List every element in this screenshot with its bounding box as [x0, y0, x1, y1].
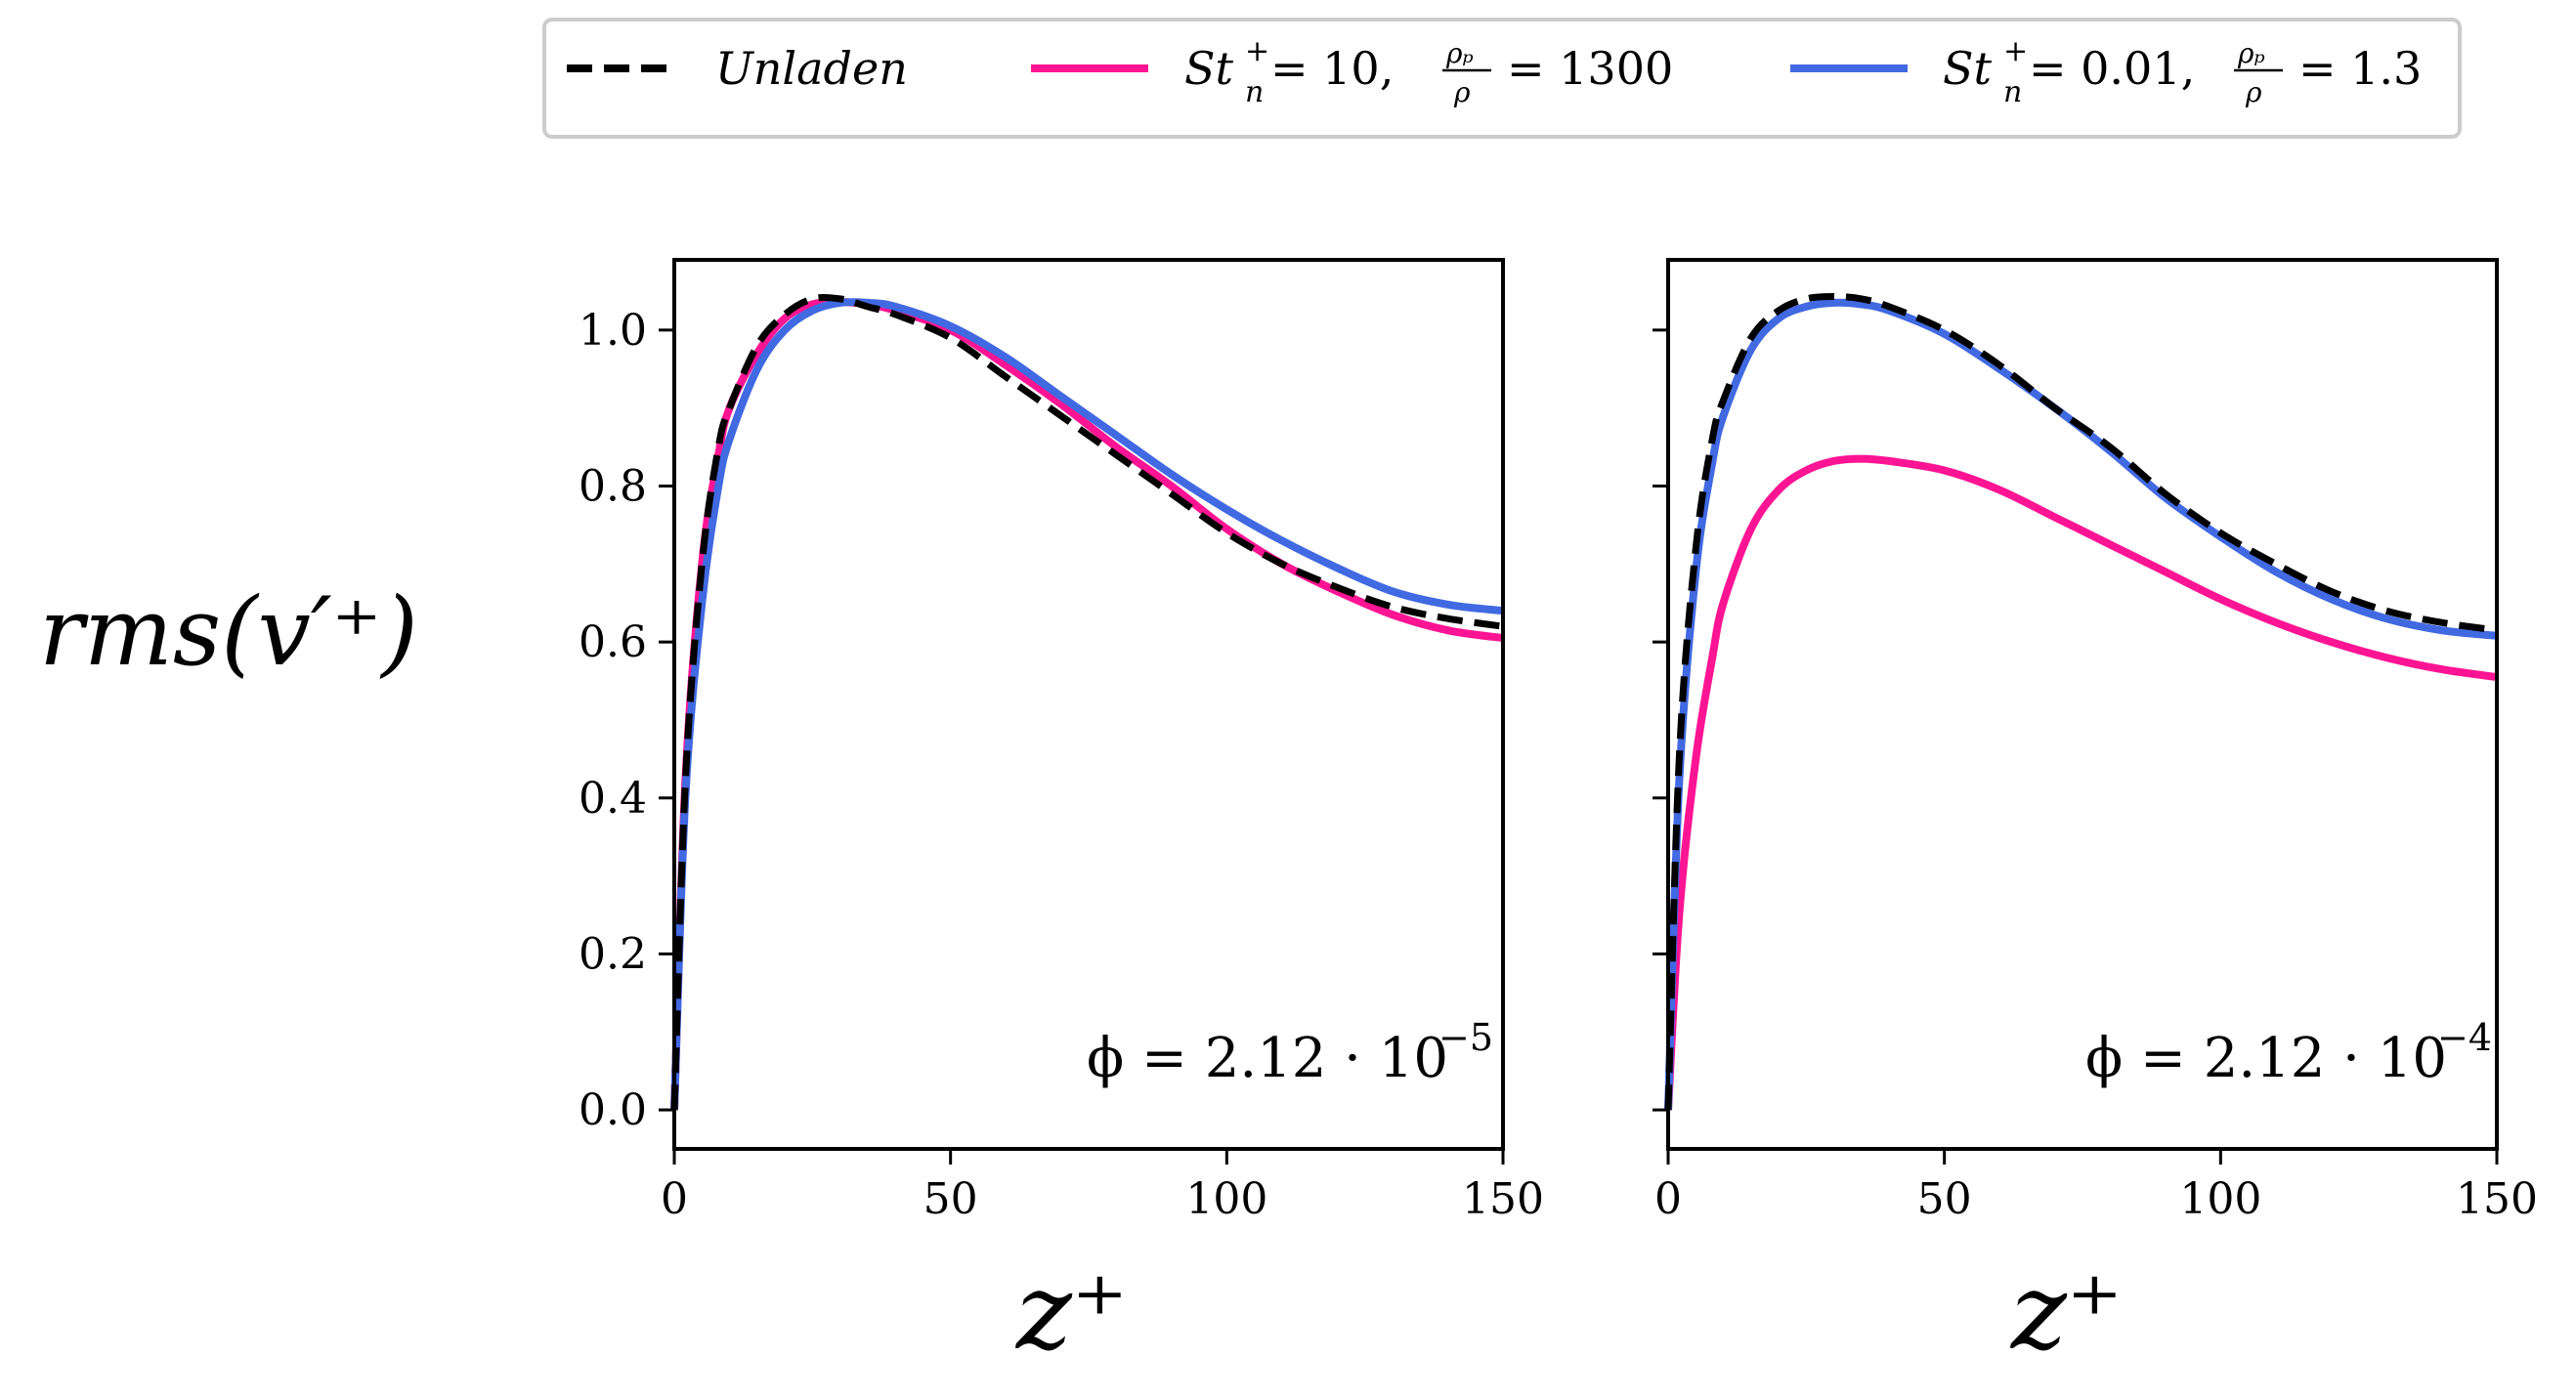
- y-tick-label-left-4: 0.8: [579, 461, 647, 511]
- legend-label-unladen: Unladen: [715, 42, 908, 95]
- series-line-light-left: [670, 298, 1504, 1111]
- legend-frame: [542, 18, 2462, 139]
- legend-light-frac-num: ρₚ: [2237, 37, 2265, 69]
- legend-heavy-eq1: = 10,: [1270, 42, 1394, 95]
- x-tick-label-left-0: 0: [661, 1174, 688, 1224]
- x-tick-label-left-2: 100: [1185, 1174, 1267, 1224]
- panel-left-x-axis-label: z⁺: [1014, 1251, 1128, 1374]
- panel-right-ticks: 0 50 100 150: [1653, 328, 2538, 1224]
- panel-right: 0 50 100 150 ϕ = 2.12 · 10 −4 z⁺: [1653, 258, 2538, 1374]
- legend-heavy-eq2: = 1300: [1507, 42, 1673, 95]
- legend-heavy-st: St: [1184, 42, 1234, 95]
- legend-light-eq2: = 1.3: [2298, 42, 2422, 95]
- legend-label-light: St + n = 0.01, ρₚ ρ = 1.3: [1943, 34, 2422, 109]
- legend-heavy-frac-num: ρₚ: [1445, 37, 1474, 69]
- y-tick-label-left-2: 0.4: [579, 774, 647, 824]
- panel-left-ticks: 0.0 0.2 0.4 0.6 0.8 1.0 0 50 100 150: [579, 306, 1544, 1224]
- panel-right-x-axis-label: z⁺: [2009, 1251, 2123, 1374]
- panel-left-annotation: ϕ = 2.12 · 10 −5: [1087, 1016, 1493, 1090]
- panel-right-annotation-exp: −4: [2437, 1016, 2492, 1059]
- series-line-light-right: [1664, 298, 2498, 1111]
- legend-heavy-frac-den: ρ: [1453, 76, 1471, 108]
- legend-heavy-sup: +: [1245, 34, 1269, 68]
- legend-light-frac-den: ρ: [2245, 76, 2262, 108]
- y-tick-label-left-1: 0.2: [579, 929, 647, 979]
- panel-right-frame: [1666, 258, 2499, 1151]
- panel-right-series: [1664, 293, 2498, 1111]
- series-line-heavy-right: [1664, 454, 2498, 1111]
- y-axis-label: rms(v′⁺): [39, 577, 418, 687]
- panel-left: 0.0 0.2 0.4 0.6 0.8 1.0 0 50 100 150 ϕ = 2.12 · 1…: [579, 258, 1544, 1374]
- legend-heavy-sub: n: [1245, 75, 1264, 109]
- x-tick-label-right-2: 100: [2179, 1174, 2261, 1224]
- panel-left-frame: [672, 258, 1505, 1151]
- y-tick-label-left-0: 0.0: [579, 1085, 647, 1135]
- legend: Unladen St + n = 10, ρₚ ρ = 1300 St + n …: [542, 18, 2462, 139]
- legend-light-sup: +: [2003, 34, 2028, 68]
- x-tick-label-left-1: 50: [923, 1174, 978, 1224]
- panel-left-annotation-exp: −5: [1438, 1016, 1493, 1059]
- legend-light-st: St: [1943, 42, 1993, 95]
- x-tick-label-left-3: 150: [1462, 1174, 1544, 1224]
- panel-left-series: [670, 293, 1504, 1111]
- series-line-unladen-right: [1664, 293, 2498, 1111]
- legend-light-eq1: = 0.01,: [2029, 42, 2195, 95]
- series-line-heavy-left: [670, 298, 1504, 1111]
- panel-left-annotation-base: ϕ = 2.12 · 10: [1087, 1027, 1448, 1090]
- y-tick-label-left-3: 0.6: [579, 617, 647, 667]
- x-tick-label-right-3: 150: [2456, 1174, 2538, 1224]
- x-tick-label-right-0: 0: [1654, 1174, 1682, 1224]
- legend-light-sub: n: [2003, 75, 2022, 109]
- panel-right-annotation: ϕ = 2.12 · 10 −4: [2085, 1016, 2492, 1090]
- series-line-unladen-left: [670, 293, 1504, 1111]
- y-tick-label-left-5: 1.0: [579, 306, 647, 356]
- x-tick-label-right-1: 50: [1917, 1174, 1972, 1224]
- panel-right-annotation-base: ϕ = 2.12 · 10: [2085, 1027, 2447, 1090]
- legend-label-heavy: St + n = 10, ρₚ ρ = 1300: [1184, 34, 1673, 109]
